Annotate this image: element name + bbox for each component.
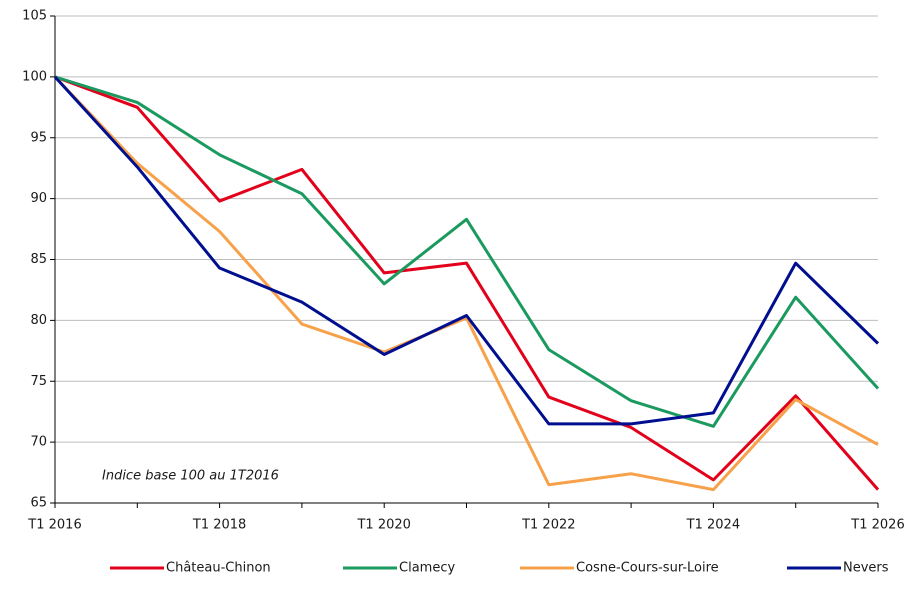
y-tick-label: 100 xyxy=(22,69,47,84)
series-line xyxy=(53,75,880,426)
series-line xyxy=(54,75,880,428)
y-tick-label: 70 xyxy=(30,435,47,450)
x-tick-label: T1 2020 xyxy=(356,518,410,533)
y-tick-label: 95 xyxy=(30,130,47,145)
y-tick-label: 85 xyxy=(30,252,47,267)
y-tick-label: 90 xyxy=(30,191,47,206)
x-tick-label: T1 2018 xyxy=(192,518,246,533)
y-tick-label: 80 xyxy=(30,313,47,328)
x-tick-label: T1 2026 xyxy=(850,518,904,533)
x-tick-label: T1 2024 xyxy=(686,518,740,533)
x-tick-label: T1 2022 xyxy=(521,518,575,533)
legend-label: Clamecy xyxy=(399,561,455,576)
y-tick-label: 75 xyxy=(30,374,47,389)
y-tick-label: 65 xyxy=(30,496,47,511)
legend-label: Château-Chinon xyxy=(166,561,271,576)
annotation: Indice base 100 au 1T2016 xyxy=(102,469,279,484)
legend-label: Nevers xyxy=(843,561,889,576)
x-tick-label: T1 2016 xyxy=(27,518,81,533)
series-line xyxy=(54,75,880,491)
series-line xyxy=(53,75,879,492)
legend-label: Cosne-Cours-sur-Loire xyxy=(576,561,719,576)
y-tick-label: 105 xyxy=(22,9,47,24)
